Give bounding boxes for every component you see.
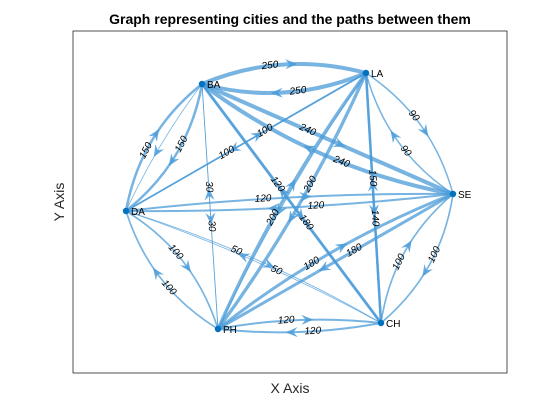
edge-ch-ph-29-weight-label: 120: [304, 325, 322, 337]
edge-ba-se-2-arrowhead: [332, 137, 346, 147]
edge-da-ch-22-arrowhead: [261, 258, 275, 268]
node-label-ph: PH: [223, 325, 237, 336]
edge-ph-ba-7: [201, 83, 219, 330]
chart-title: Graph representing cities and the paths …: [109, 11, 471, 27]
node-label-se: SE: [458, 190, 472, 201]
edge-la-da-10-arrowhead: [228, 141, 242, 152]
edge-se-la-13-arrowhead: [390, 130, 402, 144]
edge-se-da-19-arrowhead: [267, 203, 280, 213]
edge-da-se-18-arrowhead: [299, 192, 312, 202]
edges-layer: [124, 62, 455, 334]
node-ph: [214, 325, 222, 333]
edge-la-ba-1-weight-label: 250: [288, 85, 307, 98]
edge-ch-da-23-weight-label: 50: [269, 263, 284, 278]
x-axis-label: X Axis: [271, 380, 310, 396]
edge-la-ph-14-arrowhead: [288, 210, 299, 223]
edge-ch-la-17: [364, 71, 383, 325]
edge-da-ba-5-arrowhead: [148, 129, 160, 142]
edge-la-ba-1: [200, 71, 368, 95]
node-ba: [198, 80, 206, 88]
edge-la-ph-30-arrowhead: [276, 203, 287, 216]
node-label-da: DA: [131, 207, 145, 218]
node-label-la: LA: [371, 69, 384, 80]
edge-da-la-11-arrowhead: [250, 132, 264, 143]
edge-da-ch-22-weight-label: 50: [229, 244, 244, 259]
edge-da-ph-20: [125, 210, 219, 330]
edge-ph-ch-28: [217, 318, 382, 330]
edge-la-ph-14: [216, 71, 368, 331]
edge-ph-ch-28-arrowhead: [301, 314, 314, 325]
arrows-layer: [148, 59, 433, 338]
edge-la-ba-1-arrowhead: [270, 87, 283, 98]
edge-da-ph-20-arrowhead: [180, 259, 191, 273]
edge-se-ba-3-arrowhead: [303, 145, 317, 156]
edge-da-se-18-weight-label: 120: [254, 193, 272, 205]
edge-ch-ba-9-arrowhead: [279, 186, 291, 200]
edge-ch-ph-29-arrowhead: [285, 327, 298, 338]
edge-ch-ba-9: [200, 82, 383, 325]
edge-ba-da-31: [125, 83, 203, 212]
edge-ph-se-27: [216, 192, 455, 331]
edge-ph-da-21: [125, 210, 219, 330]
y-axis-label: Y Axis: [51, 183, 67, 222]
edge-se-ba-3: [200, 82, 455, 196]
edge-ph-se-27-arrowhead: [334, 243, 348, 254]
edge-la-se-12-arrowhead: [417, 123, 429, 137]
edge-ba-ph-6-weight-label: 30: [203, 181, 215, 193]
edge-ch-la-17-arrowhead: [368, 179, 379, 192]
edge-ph-la-15-arrowhead: [285, 179, 296, 192]
edge-ch-da-23-arrowhead: [237, 253, 251, 263]
node-la: [362, 69, 370, 77]
edge-se-ph-26: [216, 192, 455, 331]
edge-ch-la-17-weight-label: 140: [369, 209, 381, 227]
edge-se-da-19-weight-label: 120: [307, 200, 325, 212]
node-label-ba: BA: [207, 80, 221, 91]
node-se: [449, 190, 457, 198]
edge-da-ch-22: [125, 210, 382, 324]
edge-ch-da-23: [125, 210, 382, 324]
edge-se-ph-26-arrowhead: [318, 260, 332, 272]
node-label-ch: CH: [386, 319, 400, 330]
edge-ph-ba-7-weight-label: 30: [205, 220, 217, 232]
edge-ba-ph-6-arrowhead: [205, 212, 216, 225]
nodes-layer: BA LA SE CH PH DA: [122, 69, 472, 336]
edge-da-la-11: [125, 72, 367, 212]
edge-ch-se-25-arrowhead: [401, 240, 412, 253]
edge-ph-da-21-arrowhead: [153, 267, 164, 281]
edge-ph-ba-7-arrowhead: [204, 188, 215, 201]
edge-se-ch-24: [380, 193, 454, 324]
edge-ba-da-4-arrowhead: [168, 153, 180, 166]
edge-ba-da-31-arrowhead: [153, 144, 165, 157]
edge-la-ch-16-arrowhead: [368, 204, 379, 217]
edge-ba-la-0-weight-label: 250: [260, 59, 279, 72]
edge-la-ph-30: [217, 72, 367, 330]
node-ch: [377, 319, 385, 327]
edge-ba-la-0: [200, 62, 368, 86]
edge-ph-ch-28-weight-label: 120: [278, 315, 296, 327]
edge-ba-la-0-arrowhead: [285, 59, 298, 70]
node-da: [122, 207, 130, 215]
edge-da-ba-5: [124, 82, 204, 213]
edge-se-la-13: [365, 72, 454, 195]
edge-ba-ch-8-arrowhead: [292, 207, 304, 221]
edge-ba-da-4: [124, 82, 204, 213]
edge-da-se-18: [125, 192, 454, 212]
edge-se-da-19: [125, 193, 454, 213]
edge-ch-ph-29: [217, 322, 382, 334]
edge-ba-se-2: [200, 82, 455, 196]
edge-se-ch-24-arrowhead: [422, 264, 433, 277]
edge-ch-se-25: [380, 193, 454, 324]
edge-la-se-12: [365, 72, 454, 195]
edge-la-ch-16-weight-label: 150: [366, 169, 378, 187]
